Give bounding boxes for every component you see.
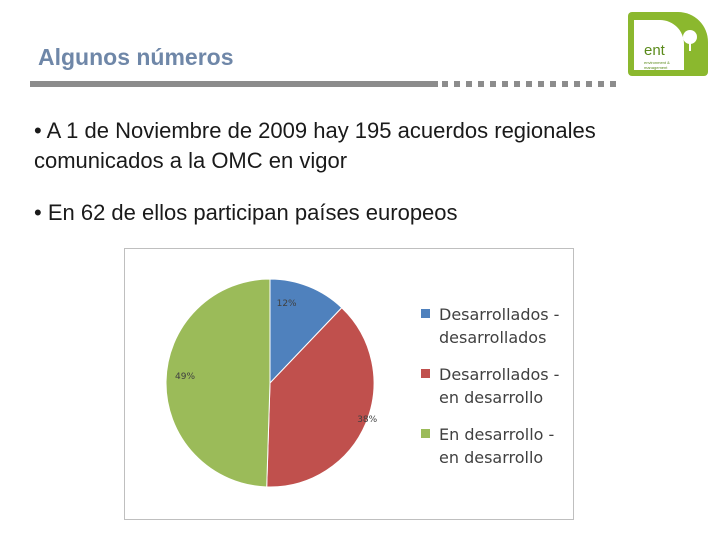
pie-slice-3	[165, 278, 271, 488]
tree-icon	[683, 30, 697, 51]
pie-chart: 12% 38% 49% Desarrollados - desarrollados Des…	[165, 278, 559, 488]
slide-title: Algunos números	[38, 44, 234, 70]
pie-slice-2	[266, 307, 375, 488]
data-label-3: 49%	[175, 372, 195, 382]
legend-label-2-1: Desarrollados -	[439, 365, 559, 384]
legend-label-1-2: desarrollados	[439, 328, 546, 347]
legend-label-3-2: en desarrollo	[439, 448, 543, 467]
legend-label-1-1: Desarrollados -	[439, 305, 559, 324]
legend-swatch-3	[421, 429, 430, 438]
bullet-1: • A 1 de Noviembre de 2009 hay 195 acuer…	[34, 118, 596, 173]
legend-label-3-1: En desarrollo -	[439, 425, 554, 444]
pie-slice-1	[269, 278, 343, 385]
logo-subtext: environment & management	[644, 60, 670, 70]
data-label-1: 12%	[277, 299, 297, 309]
title-rule	[30, 81, 438, 87]
data-label-2: 38%	[357, 415, 377, 425]
bullet-2: • En 62 de ellos participan países europ…	[34, 200, 458, 225]
ent-logo: ent environment & management	[628, 12, 708, 76]
title-rule-dots	[442, 81, 622, 87]
logo-text: ent	[644, 42, 665, 59]
chart-frame: 12% 38% 49% Desarrollados - desarrollados Des…	[124, 248, 574, 520]
legend-swatch-2	[421, 369, 430, 378]
legend-label-2-2: en desarrollo	[439, 388, 543, 407]
legend-swatch-1	[421, 309, 430, 318]
